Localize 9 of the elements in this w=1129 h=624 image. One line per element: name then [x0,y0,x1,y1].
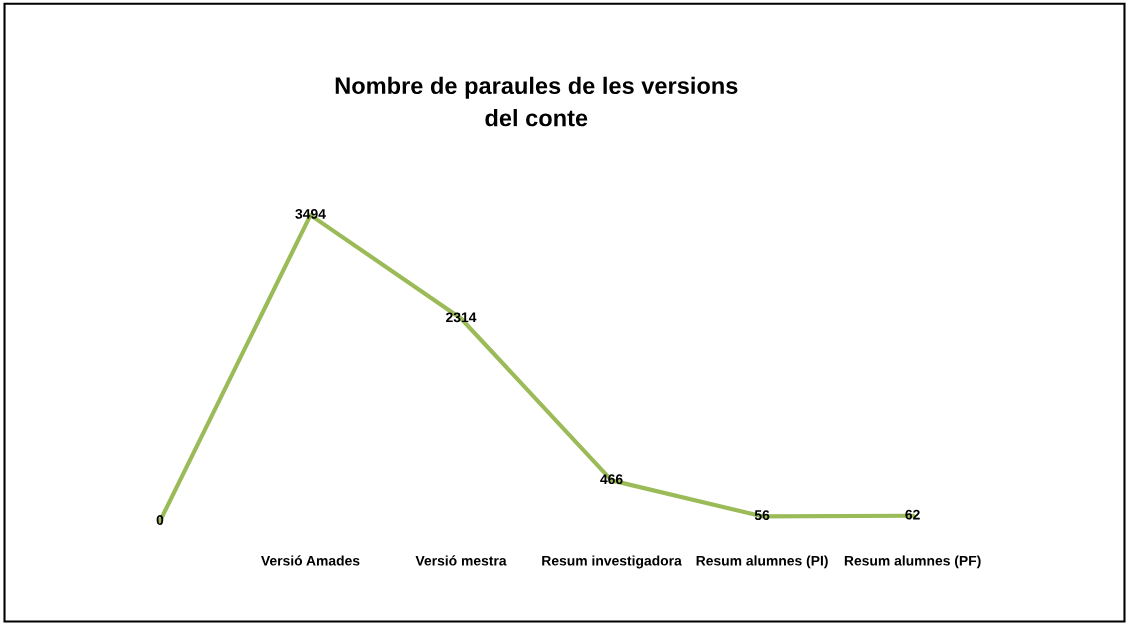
x-tick-label: Versió Amades [261,555,360,566]
chart-title: Nombre de paraules de les versions del conte [335,76,738,127]
x-tick-label: Resum investigadora [542,555,682,569]
data-label: 62 [905,509,920,520]
x-tick-label: Resum alumnes (PI) [696,555,828,569]
data-label: 0 [156,515,164,525]
x-tick-label: Versió mestra [415,555,507,566]
data-label: 3494 [295,209,326,219]
x-tick-label: Resum alumnes (PF) [844,555,981,569]
